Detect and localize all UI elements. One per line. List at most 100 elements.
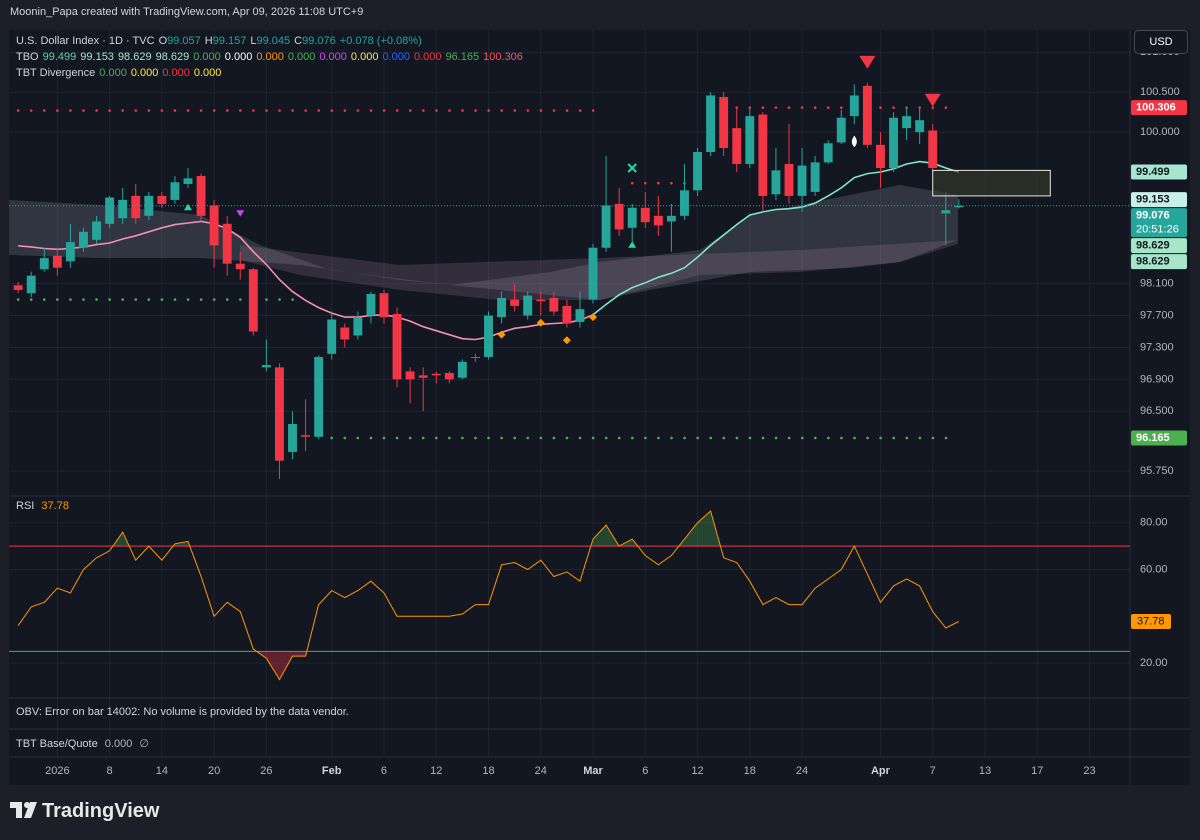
y-tick-label: 96.900 <box>1140 373 1174 385</box>
indicator-value: 0.000 <box>350 51 379 63</box>
indicator-value: 0.000 <box>256 51 284 63</box>
candle-body <box>65 242 75 262</box>
ohlc-item: H99.157 <box>205 35 247 47</box>
x-tick-label: 24 <box>535 765 547 777</box>
candle-body <box>52 255 62 268</box>
candle-body <box>470 357 480 359</box>
indicator-row: TBT Divergence 0.000 0.000 0.000 0.000 <box>16 65 527 81</box>
y-tick-label: 96.500 <box>1140 405 1174 417</box>
candle-body <box>810 162 820 192</box>
x-tick-label: 26 <box>260 765 272 777</box>
ohlc-value: 99.076 <box>302 35 336 47</box>
candle-body <box>915 120 925 133</box>
candle-body <box>510 299 520 306</box>
ohlc-item: C99.076 <box>294 35 336 47</box>
x-tick-label: Feb <box>322 765 342 777</box>
price-label: 99.076 <box>1136 210 1170 222</box>
currency-button[interactable]: USD <box>1134 30 1188 54</box>
candle-body <box>92 221 101 240</box>
candle-body <box>457 361 467 378</box>
tbt-name: TBT Base/Quote <box>16 738 98 750</box>
candle-body <box>105 197 115 224</box>
candle-body <box>366 294 376 316</box>
logo-mark <box>24 802 37 818</box>
marker-triangle-down <box>924 93 941 107</box>
tbt-value: 0.000 <box>104 738 133 750</box>
marker-triangle-up <box>628 241 637 248</box>
rsi-label: 37.78 <box>1137 615 1165 627</box>
indicator-value: 0.000 <box>382 51 410 63</box>
candle-body <box>196 175 206 216</box>
indicator-value: 99.153 <box>80 51 114 63</box>
candle-body <box>183 178 193 184</box>
ohlc-key: O <box>158 35 168 47</box>
indicator-value: 0.000 <box>224 51 253 63</box>
candle-body <box>353 317 363 336</box>
x-tick-label: 6 <box>381 765 387 777</box>
candle-body <box>771 170 781 195</box>
price-label-box <box>1131 192 1187 208</box>
candle-body <box>614 203 624 230</box>
candle-body <box>131 195 141 219</box>
price-label: 96.165 <box>1136 432 1170 444</box>
marker-triangle-down <box>236 210 245 217</box>
candle-body <box>862 85 872 145</box>
cloud <box>9 185 958 300</box>
x-tick-label: 17 <box>1031 765 1043 777</box>
candle-body <box>706 95 716 153</box>
candle-body <box>758 114 768 196</box>
candle-body <box>157 195 167 204</box>
candle-body <box>954 205 964 208</box>
candle-body <box>235 263 245 270</box>
legend: U.S. Dollar Index · 1D · TVC O99.057 H99.1… <box>16 33 527 81</box>
indicator-value: 0.000 <box>413 51 442 63</box>
ohlc-value: 99.045 <box>256 35 291 47</box>
x-tick-label: 18 <box>482 765 494 777</box>
candle-body <box>39 258 49 270</box>
price-label: 98.629 <box>1136 256 1170 268</box>
indicator-name: TBO <box>16 51 39 63</box>
rsi-legend: RSI 37.78 <box>16 500 69 512</box>
candle-body <box>392 313 402 380</box>
ohlc-key: L <box>250 35 257 47</box>
candle-body <box>26 275 36 294</box>
marker-triangle-up <box>183 203 192 211</box>
y-tick-label: 95.750 <box>1140 465 1174 477</box>
candle-body <box>340 327 350 340</box>
marker-x <box>627 163 637 173</box>
candle-body <box>693 152 702 191</box>
candle-body <box>588 247 598 300</box>
indicator-value: 0.000 <box>287 51 316 63</box>
indicator-name: TBT Divergence <box>16 67 96 79</box>
marker-diamond <box>536 318 545 327</box>
candle-body <box>836 117 846 143</box>
y-tick-label: 97.700 <box>1140 309 1174 321</box>
x-tick-label: 12 <box>430 765 442 777</box>
candle-body <box>601 205 611 248</box>
candle-body <box>536 299 546 302</box>
grid <box>9 30 1130 757</box>
candle-body <box>314 357 324 437</box>
tbt-legend: TBT Base/Quote 0.000 ∅ <box>16 737 149 750</box>
ohlc-value: 99.157 <box>212 35 247 47</box>
logo-mark <box>10 802 22 818</box>
candle-body <box>719 96 729 149</box>
price-label: 99.499 <box>1136 166 1170 178</box>
symbol-title: U.S. Dollar Index · 1D · TVC <box>16 35 155 47</box>
logo-icon <box>10 802 37 818</box>
x-tick-label: 7 <box>930 765 936 777</box>
candle-body <box>444 372 454 380</box>
candle-body <box>732 128 742 164</box>
credit: Moonin_Papa created with TradingView.com… <box>10 6 364 18</box>
y-tick-label: 60.00 <box>1140 563 1168 575</box>
price-label-box <box>1131 100 1187 116</box>
candle-body <box>484 315 493 358</box>
candle-body <box>261 364 271 368</box>
y-tick-label: 100.500 <box>1140 86 1180 98</box>
candle-body <box>288 424 297 452</box>
candle-body <box>275 367 284 461</box>
moving-average <box>18 220 594 341</box>
candle-body <box>379 293 389 318</box>
candle-body <box>640 207 650 223</box>
indicator-value: 98.629 <box>117 51 152 63</box>
